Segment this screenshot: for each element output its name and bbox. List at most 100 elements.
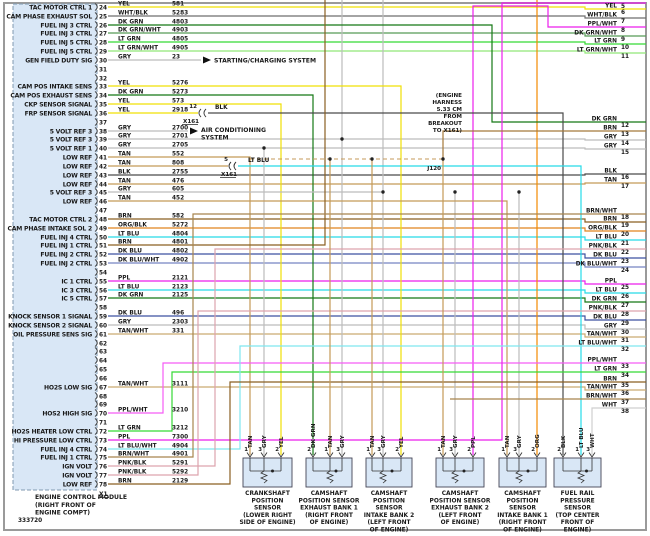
exit-color-label: TAN/WHT xyxy=(587,332,617,338)
wire-color-label: GRY xyxy=(118,126,132,132)
wire-pin-61 xyxy=(108,333,646,338)
wire-circuit-label: 23 xyxy=(172,55,180,61)
wire-circuit-label: 2303 xyxy=(172,320,188,326)
wire-color-label: BRN xyxy=(118,240,132,246)
wire-color-label: TAN xyxy=(118,161,131,167)
ecm-signal-label: CAM PHASE EXHAUST SOL xyxy=(6,14,92,21)
wire-pin-26 xyxy=(108,24,646,123)
wire-pin-55 xyxy=(108,280,646,285)
wire-pin-48 xyxy=(108,218,646,223)
junction-dot xyxy=(262,146,266,150)
ecm-pin-number: 51 xyxy=(99,244,107,250)
ecm-signal-label: HO2S HEATER LOW CTRL xyxy=(11,429,92,436)
sensor-name-line: INTAKE BANK 2 xyxy=(364,513,415,519)
ecm-signal-label: IC 3 CTRL xyxy=(61,288,92,295)
wire-circuit-label: 4804 xyxy=(172,232,188,238)
wire-color-label: DK BLU/WHT xyxy=(118,258,159,264)
sensor-box xyxy=(435,457,485,488)
ecm-pin-bracket xyxy=(94,268,98,276)
sensor-pin-terminal-icon xyxy=(277,452,285,458)
ecm-pin-number: 55 xyxy=(99,280,107,286)
exit-pin-number: 14 xyxy=(621,141,629,147)
exit-color-label: BRN xyxy=(603,126,617,132)
sensor-pin-terminal-icon xyxy=(533,452,541,458)
wire-color-label: TAN/WHT xyxy=(118,382,148,388)
wire-circuit-label: 5283 xyxy=(172,11,188,17)
sensor-wire-color-label: TAN xyxy=(370,435,376,448)
sensor-symbol-dot xyxy=(462,469,466,473)
sensor-name-line: (RIGHT FRONT xyxy=(305,513,353,519)
ecm-pin-number: 59 xyxy=(99,315,107,321)
sensor-name-line: POSITION SENSOR xyxy=(299,498,360,504)
sensor-name-line: OF ENGINE) xyxy=(441,520,480,526)
wire-pin-44 xyxy=(108,182,646,185)
sensor-name-line: CAMSHAFT xyxy=(311,491,348,497)
sensor-pin-number: 3 xyxy=(449,447,453,453)
wire-color-label: ORG/BLK xyxy=(118,223,147,229)
sensor-wire-color-label: DK GRN xyxy=(311,423,317,448)
wire-color-label: TAN xyxy=(118,179,131,185)
sensor-name-line: PRESSURE xyxy=(560,498,594,504)
wire-circuit-label: 582 xyxy=(172,214,184,220)
wire-color-label: DK GRN xyxy=(118,20,144,26)
ecm-pin-bracket xyxy=(94,38,98,46)
sensor-name-line: ENGINE) xyxy=(564,528,592,534)
ecm-signal-label: HO2S LOW SIG xyxy=(44,385,92,392)
exit-color-label: PPL/WHT xyxy=(587,22,617,28)
sensor-wire-color-label: TAN xyxy=(441,435,447,448)
wire-pin-53 xyxy=(108,262,646,268)
arrow-right-icon xyxy=(190,127,198,135)
sensor-box xyxy=(498,457,547,488)
sensor-name-line: (LOWER RIGHT xyxy=(243,513,292,519)
sensor-wire-color-label: GRY xyxy=(517,434,523,448)
sensor-box xyxy=(305,457,353,488)
exit-pin-number: 11 xyxy=(621,54,629,60)
starting-charging-label: STARTING/CHARGING SYSTEM xyxy=(214,58,316,65)
wire-exit-38 xyxy=(591,407,646,455)
wire-pin-49 xyxy=(108,227,646,232)
ecm-pin-bracket xyxy=(94,330,98,338)
ecm-pin-bracket xyxy=(94,109,98,117)
wire-color-label: TAN xyxy=(118,152,131,158)
ecm-pin-number: 36 xyxy=(99,112,107,118)
sensor-wire-color-label: YEL xyxy=(399,436,405,449)
ecm-pin-bracket xyxy=(94,409,98,417)
wire-pin-43 xyxy=(108,173,646,176)
exit-color-label: BRN/WHT xyxy=(586,394,617,400)
exit-pin-number: 21 xyxy=(621,241,629,247)
inline-connector-icon xyxy=(228,161,232,171)
ecm-signal-label: CAM PHASE INTAKE SOL 2 xyxy=(7,226,92,233)
inline-connector-label: X161 xyxy=(221,172,237,178)
exit-color-label: DK BLU xyxy=(593,315,617,321)
ecm-pin-number: 29 xyxy=(99,50,107,56)
ecm-pin-number: 54 xyxy=(99,271,107,277)
wire-color-label: PNK/BLK xyxy=(118,470,147,476)
wire-color-label: TAN xyxy=(118,196,131,202)
exit-pin-number: 36 xyxy=(621,391,629,397)
ecm-pin-bracket xyxy=(94,453,98,461)
sensor-pin-number: 2 xyxy=(557,447,561,453)
sensor-name-line: EXHAUST BANK 1 xyxy=(300,506,358,512)
ecm-pin-bracket xyxy=(94,56,98,64)
ecm-pin-number: 67 xyxy=(99,386,107,392)
wire-pin-56 xyxy=(108,289,646,294)
wire-circuit-label: 605 xyxy=(172,187,184,193)
sensor-pin-terminal-icon xyxy=(338,452,346,458)
wire-pin-35 xyxy=(108,103,282,455)
ecm-pin-bracket xyxy=(94,392,98,400)
wire-color-label: PNK/BLK xyxy=(118,461,147,467)
sensor-pin-number: 1 xyxy=(437,447,441,453)
exit-color-label: TAN/WHT xyxy=(587,385,617,391)
ecm-signal-label: FUEL INJ 5 CTRL xyxy=(40,49,92,56)
wire-pin-40 xyxy=(108,147,646,150)
sensor-symbol-dot xyxy=(585,469,588,473)
sensor-name-line: SIDE OF ENGINE) xyxy=(239,520,295,526)
ecm-pin-number: 70 xyxy=(99,412,107,418)
exit-pin-number: 18 xyxy=(621,215,629,221)
ecm-pin-bracket xyxy=(94,74,98,82)
wire-circuit-label: 581 xyxy=(172,2,184,8)
ecm-pin-bracket xyxy=(94,374,98,382)
wire-circuit-label: 2700 xyxy=(172,126,188,132)
